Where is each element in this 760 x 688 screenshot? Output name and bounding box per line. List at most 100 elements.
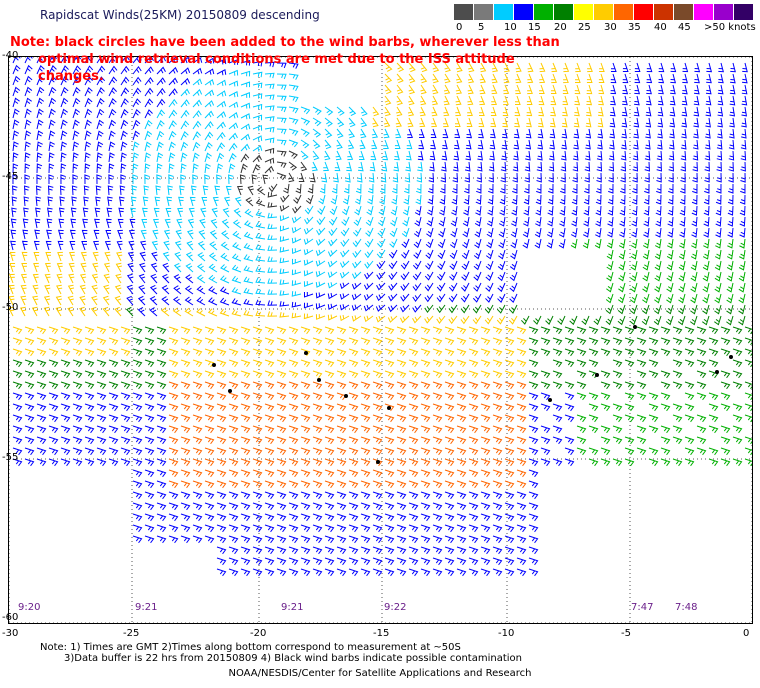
legend-swatch <box>454 4 474 20</box>
wind-barb <box>600 370 611 379</box>
wind-barb <box>336 535 347 544</box>
wind-barb <box>588 337 599 346</box>
wind-barb <box>288 117 299 125</box>
wind-barb <box>571 216 578 227</box>
wind-barb <box>108 370 119 379</box>
wind-barb <box>309 172 316 183</box>
wind-barb <box>738 293 746 304</box>
wind-barb <box>22 229 29 240</box>
wind-barb <box>105 229 112 240</box>
wind-barb <box>303 259 314 266</box>
wind-barb <box>432 524 443 533</box>
wind-barb <box>432 535 443 544</box>
wind-barb <box>547 216 554 227</box>
wind-barb <box>509 293 518 304</box>
wind-barb <box>24 436 35 445</box>
wind-barb <box>720 447 731 456</box>
wind-barb <box>36 108 44 119</box>
wind-barb <box>156 326 167 335</box>
wind-barb <box>727 205 734 216</box>
wind-barb <box>12 163 19 174</box>
wind-barb <box>527 62 534 73</box>
wind-barb <box>288 161 298 171</box>
wind-barb <box>204 370 215 379</box>
wind-barb <box>360 128 367 139</box>
wind-barb <box>192 491 203 500</box>
wind-barb <box>516 414 527 423</box>
wind-barb <box>72 326 83 335</box>
wind-barb <box>597 128 604 139</box>
wind-barb <box>120 326 131 335</box>
wind-barb <box>264 447 275 456</box>
wind-barb <box>168 88 178 97</box>
wind-barb <box>360 436 371 445</box>
wind-barb <box>192 469 203 478</box>
wind-barb <box>168 436 179 445</box>
wind-barb <box>36 436 47 445</box>
wind-barb <box>395 128 402 139</box>
wind-barb <box>240 502 251 511</box>
wind-barb <box>216 513 227 522</box>
wind-barb <box>216 425 227 434</box>
wind-barb <box>468 491 479 500</box>
wind-barb <box>232 230 242 240</box>
wind-barb <box>216 69 227 76</box>
wind-barb <box>34 218 41 229</box>
wind-barb <box>312 568 323 577</box>
wind-barb <box>357 161 364 172</box>
wind-barb <box>264 105 275 111</box>
wind-barb <box>36 425 47 434</box>
wind-barb <box>288 546 299 555</box>
wind-barb <box>93 240 99 251</box>
wind-barb <box>58 218 65 229</box>
wind-barb <box>512 172 518 183</box>
wind-barb <box>682 73 688 84</box>
wind-barb <box>264 326 275 335</box>
wind-barb <box>645 139 651 150</box>
wind-barb <box>444 458 455 467</box>
wind-barb <box>408 447 419 456</box>
wind-barb <box>510 227 518 238</box>
wind-barb <box>216 370 227 379</box>
wind-barb <box>509 260 518 271</box>
wind-barb <box>180 469 191 478</box>
wind-barb <box>156 513 167 522</box>
wind-barb <box>503 84 510 95</box>
wind-barb <box>452 172 458 183</box>
wind-barb <box>669 106 676 117</box>
wind-barb <box>312 128 322 138</box>
wind-barb <box>528 370 539 379</box>
wind-barb <box>574 106 580 117</box>
wind-barb <box>492 447 503 456</box>
wind-barb <box>497 271 506 282</box>
wind-barb <box>276 414 287 423</box>
wind-barb <box>406 139 413 150</box>
wind-barb <box>486 227 494 238</box>
wind-barb <box>444 62 451 73</box>
legend-label: 25 <box>578 22 591 33</box>
wind-barb <box>741 106 748 117</box>
wind-barb <box>288 502 299 511</box>
wind-barb <box>468 359 479 368</box>
wind-barb <box>336 491 347 500</box>
wind-barb <box>12 152 19 163</box>
wind-barb <box>727 249 734 260</box>
wind-barb <box>702 249 710 260</box>
wind-barb <box>48 97 57 108</box>
wind-barb <box>219 308 230 317</box>
wind-barb <box>583 205 590 216</box>
wind-barb <box>600 458 611 467</box>
wind-barb <box>525 150 531 161</box>
wind-barb <box>216 326 227 335</box>
wind-barb <box>655 216 662 227</box>
wind-barb <box>636 326 647 335</box>
wind-barb <box>312 106 322 115</box>
wind-barb <box>96 425 107 434</box>
wind-barb <box>666 260 674 271</box>
wind-barb <box>449 271 458 281</box>
wind-barb <box>528 557 539 566</box>
wind-barb <box>492 392 503 401</box>
wind-barb <box>618 271 626 282</box>
wind-barb <box>216 403 227 412</box>
wind-barb <box>744 326 755 335</box>
